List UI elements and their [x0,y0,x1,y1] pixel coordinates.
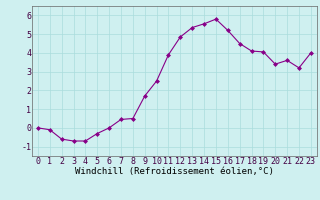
X-axis label: Windchill (Refroidissement éolien,°C): Windchill (Refroidissement éolien,°C) [75,167,274,176]
